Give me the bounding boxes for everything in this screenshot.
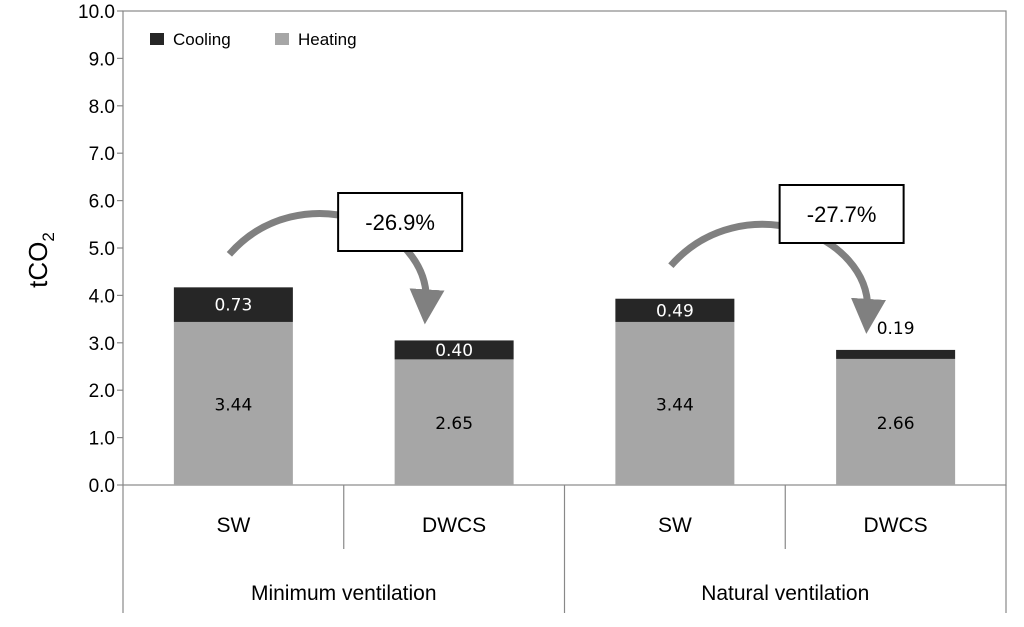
group-label: Minimum ventilation xyxy=(251,582,437,605)
annotations: -26.9% -27.7% xyxy=(226,184,905,334)
bar-label-cooling: 0.19 xyxy=(877,319,915,339)
reduction-box xyxy=(778,184,905,244)
reduction-text: -26.9% xyxy=(365,210,435,235)
bar-label-heating: 2.66 xyxy=(877,414,915,434)
y-axis-label: tCO2 xyxy=(23,232,58,288)
x-tick-label: DWCS xyxy=(422,514,486,537)
y-tick-label: 2.0 xyxy=(89,381,115,402)
legend: Cooling Heating xyxy=(150,30,357,49)
bar-cooling xyxy=(615,298,735,322)
y-axis: 0.0 1.0 2.0 3.0 4.0 5.0 6.0 7.0 8.0 9.0 10.0 xyxy=(78,2,123,497)
bar-label-heating: 2.65 xyxy=(435,414,473,434)
bar-label-cooling: 0.40 xyxy=(435,341,473,361)
bars: 3.44 0.73 2.65 0.40 3.44 0.49 2.66 0.19 xyxy=(173,287,956,485)
y-tick-label: 6.0 xyxy=(89,192,115,213)
legend-swatch-cooling xyxy=(150,33,164,45)
y-tick-label: 0.0 xyxy=(89,476,115,497)
x-tick-label: DWCS xyxy=(864,514,928,537)
x-tick-label: SW xyxy=(216,514,250,537)
y-tick-label: 3.0 xyxy=(89,334,115,355)
bar-heating xyxy=(173,321,293,485)
y-tick-label: 9.0 xyxy=(89,49,115,70)
bar-cooling xyxy=(394,340,514,360)
y-tick-label: 8.0 xyxy=(89,97,115,118)
y-tick-label: 7.0 xyxy=(89,144,115,165)
y-tick-label: 4.0 xyxy=(89,286,115,307)
legend-label-cooling: Cooling xyxy=(173,30,231,49)
bar-cooling xyxy=(836,349,956,359)
bar-label-cooling: 0.49 xyxy=(656,301,694,321)
legend-label-heating: Heating xyxy=(298,30,357,49)
bar-label-heating: 3.44 xyxy=(214,395,252,415)
reduction-box xyxy=(337,192,464,252)
y-tick-label: 1.0 xyxy=(89,429,115,450)
legend-swatch-heating xyxy=(275,33,289,45)
group-label: Natural ventilation xyxy=(701,582,869,605)
y-tick-label: 5.0 xyxy=(89,239,115,260)
bar-cooling xyxy=(173,287,293,322)
bar-label-cooling: 0.73 xyxy=(214,296,252,316)
x-tick-label: SW xyxy=(658,514,692,537)
bar-heating xyxy=(615,321,735,485)
bar-label-heating: 3.44 xyxy=(656,395,694,415)
bar-heating xyxy=(836,358,956,485)
bar-heating xyxy=(394,359,514,485)
y-tick-label: 10.0 xyxy=(78,2,115,23)
x-axis: SW DWCS SW DWCS Minimum ventilation Natural v… xyxy=(122,485,1007,613)
reduction-text: -27.7% xyxy=(807,202,877,227)
